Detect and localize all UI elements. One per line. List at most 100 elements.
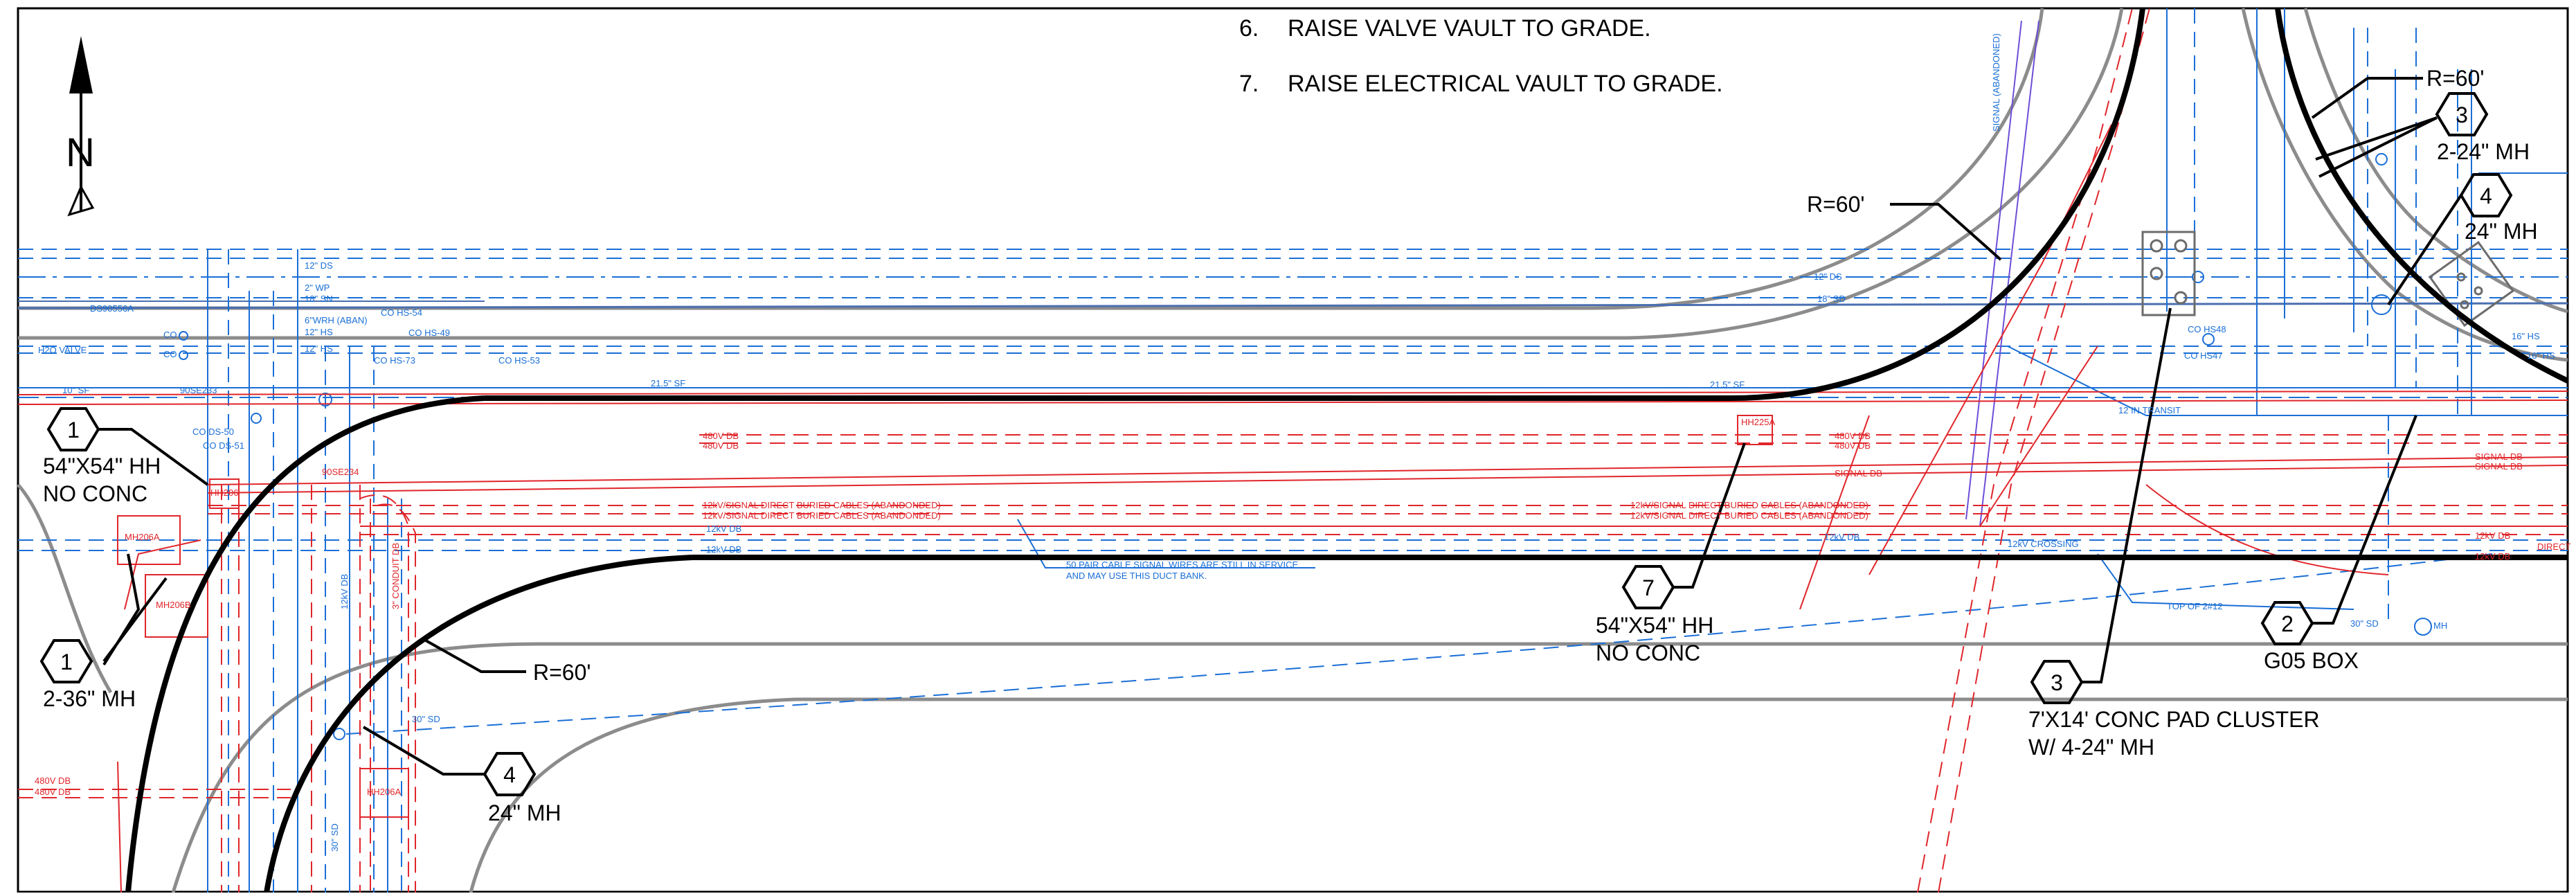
lbl-kv12sig-3: 12kV/SIGNAL DIRECT BURIED CABLES (ABANDO…	[1630, 500, 1868, 510]
lbl-co-2: CO	[163, 349, 177, 359]
lbl-sn18: 18" SN	[305, 294, 333, 304]
lbl-co-hs48: CO HS48	[2188, 324, 2226, 334]
lbl-hs12-2: 12" HS	[305, 343, 333, 354]
lbl-pair50-2: AND MAY USE THIS DUCT BANK.	[1066, 571, 1207, 581]
curb-north-left-return	[125, 395, 485, 893]
lbl-signal-db-2: SIGNAL DB	[2475, 451, 2523, 462]
sheet-border	[17, 7, 2569, 893]
note-6-number: 6.	[1239, 15, 1259, 42]
lbl-co-hs73: CO HS-73	[374, 355, 415, 366]
lbl-co-ds50: CO DS-50	[192, 427, 234, 437]
lbl-signal-aband: SIGNAL (ABANDONED)	[1991, 33, 2001, 132]
callout-text: 54"X54" HH NO CONC 2-36" MH 24" MH 54"X5…	[43, 139, 2538, 825]
lbl-480v-2: 480V DB	[703, 440, 739, 451]
north-arrow: N	[66, 36, 95, 217]
conc-pad-cluster	[2141, 231, 2196, 316]
note-7-number: 7.	[1239, 71, 1259, 97]
gray-curb-right	[2303, 8, 2568, 314]
callout-tag-1a: 1	[67, 418, 80, 442]
gray-curb-upper-1	[18, 8, 2044, 310]
lbl-signal-db-1: SIGNAL DB	[1835, 468, 1882, 478]
callout-3a-line1: 7'X14' CONC PAD CLUSTER	[2028, 707, 2320, 732]
lbl-mh206a: MH206A	[125, 532, 160, 542]
lbl-co-ds51: CO DS-51	[203, 440, 244, 451]
note-6-text: RAISE VALVE VAULT TO GRADE.	[1288, 15, 1651, 42]
lbl-sf10: 10" SF	[62, 385, 89, 395]
lbl-mh206b: MH206B	[156, 600, 191, 610]
gray-curb-lower-2	[469, 697, 2568, 893]
utility-labels-red: 480V DB 480V DB 480V DB 480V DB 480V DB …	[35, 417, 2570, 797]
gray-curb-upper-2	[18, 8, 2124, 340]
callout-7-line1: 54"X54" HH	[1596, 613, 1713, 638]
callout-2-line1: G05 BOX	[2264, 648, 2359, 673]
curb-northeast	[2275, 8, 2569, 384]
lbl-wrh6: 6"WRH (ABAN)	[305, 315, 368, 325]
radius-labels: R=60' R=60' R=60'	[533, 66, 2485, 685]
general-notes: 6. RAISE VALVE VAULT TO GRADE. 7. RAISE …	[1239, 15, 1723, 97]
lbl-90se234: 90SE234	[322, 467, 359, 477]
callout-1a-line1: 54"X54" HH	[43, 454, 161, 478]
lbl-hs16-1: 16" HS	[2512, 331, 2540, 341]
lbl-sd12-1: 12" DS	[305, 260, 333, 271]
lbl-kv12db-5: 12kV DB	[1824, 532, 1859, 542]
lbl-480v-5: 480V DB	[35, 776, 71, 786]
callout-tag-2: 2	[2281, 611, 2294, 636]
lbl-sf21-5b: 21.5" SF	[1710, 379, 1745, 390]
callout-4b-line1: 24" MH	[2465, 219, 2538, 244]
lbl-conduit-db: 3" CONDUIT DB	[390, 543, 401, 609]
callout-1b-line1: 2-36" MH	[43, 686, 136, 711]
lbl-direct: DIRECT	[2537, 541, 2570, 552]
callout-1a-line2: NO CONC	[43, 481, 147, 506]
radius-label-2: R=60'	[2426, 66, 2485, 91]
curb-north-left	[485, 8, 2145, 401]
lbl-co-1: CO	[163, 330, 177, 340]
lbl-co-hs49: CO HS-49	[408, 328, 450, 338]
lbl-hh206a: HH206A	[367, 787, 401, 797]
lbl-480v-1: 480V DB	[703, 431, 739, 441]
lbl-kv12sig-1: 12kV/SIGNAL DIRECT BURIED CABLES (ABANDO…	[703, 500, 941, 510]
radius-label-3: R=60'	[533, 660, 591, 685]
lbl-sd12-2: 12" DS	[1814, 271, 1842, 282]
utility-labels-blue: 12" DS 12" DS 2" WP 18" SN 6"WRH (ABAN) …	[38, 33, 2555, 852]
callout-tag-3a: 3	[2051, 670, 2063, 695]
lbl-kv12db-2: 12kV DB	[706, 544, 741, 555]
callout-4a-line1: 24" MH	[488, 800, 561, 825]
radius-label-1: R=60'	[1807, 192, 1865, 217]
callout-3b-line1: 2-24" MH	[2437, 139, 2530, 164]
lbl-hs12-1: 12" HS	[305, 327, 333, 337]
callout-tags: 1 1 4 7 3 2 3 4	[60, 102, 2492, 787]
lbl-wp2: 2" WP	[305, 283, 330, 293]
lbl-kv12db-v: 12kV DB	[339, 574, 350, 609]
callout-tag-7: 7	[1642, 575, 1655, 600]
gray-curb-left	[17, 483, 113, 694]
curb-south-return	[264, 555, 693, 893]
lbl-kv12-crossing: 12kV CROSSING	[2008, 539, 2079, 549]
red-utilities	[17, 8, 2568, 893]
lbl-sd18: 18" SD	[1817, 294, 1846, 304]
callout-tag-3b: 3	[2456, 102, 2468, 127]
lbl-kv12db-4: 12kV DB	[2475, 551, 2510, 562]
lbl-480v-3: 480V DB	[1835, 431, 1871, 441]
lbl-h2o-valve: H2O VALVE	[38, 345, 87, 355]
lbl-pair50-1: 50 PAIR CABLE SIGNAL WIRES ARE STILL IN …	[1066, 559, 1299, 570]
lbl-hs16-2: 16" HS	[2527, 350, 2555, 361]
north-arrow-label: N	[66, 130, 95, 175]
gray-road-lines	[17, 8, 2568, 893]
callouts	[39, 77, 2513, 796]
lbl-sd30-2: 30" SD	[2350, 618, 2379, 629]
lbl-kv12db-1: 12kV DB	[706, 523, 741, 534]
lbl-co-hs47: CO HS47	[2184, 350, 2223, 361]
lbl-480v-6: 480V DB	[35, 787, 71, 797]
lbl-90se233: 90SE233	[180, 385, 217, 395]
lbl-co-hs53: CO HS-53	[498, 355, 540, 366]
callout-tag-1b: 1	[60, 649, 73, 674]
callout-3a-line2: W/ 4-24" MH	[2028, 735, 2154, 760]
lbl-kv12sig-2: 12kV/SIGNAL DIRECT BURIED CABLES (ABANDO…	[703, 510, 941, 521]
lbl-sd30-1: 30" SD	[412, 714, 440, 724]
lbl-12in-transit: 12 IN TRANSIT	[2118, 405, 2181, 415]
gray-curb-right-2	[2241, 8, 2568, 362]
lbl-mh: MH	[2433, 620, 2447, 631]
note-7-text: RAISE ELECTRICAL VAULT TO GRADE.	[1288, 71, 1723, 97]
